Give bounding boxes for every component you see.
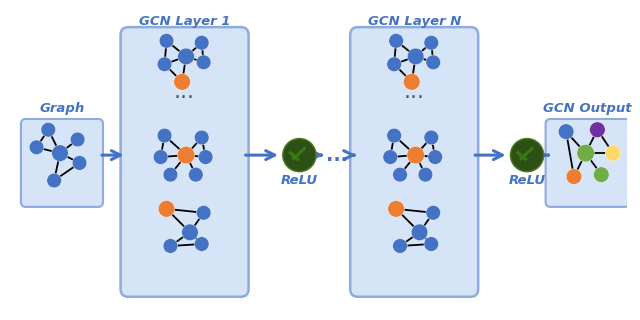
Circle shape [159, 34, 174, 48]
Circle shape [511, 139, 543, 172]
Text: GCN Layer 1: GCN Layer 1 [139, 15, 230, 28]
Circle shape [388, 201, 404, 217]
Text: ReLU: ReLU [508, 174, 546, 187]
Circle shape [383, 150, 397, 164]
Circle shape [426, 205, 440, 220]
Circle shape [189, 167, 203, 182]
Circle shape [558, 124, 574, 140]
Circle shape [387, 128, 401, 143]
Circle shape [154, 150, 168, 164]
Circle shape [196, 205, 211, 220]
Circle shape [195, 130, 209, 145]
Circle shape [157, 57, 172, 72]
Circle shape [47, 173, 61, 188]
Circle shape [70, 132, 85, 147]
Circle shape [163, 239, 178, 253]
Circle shape [407, 48, 424, 65]
Text: GCN Output: GCN Output [543, 102, 632, 115]
Circle shape [424, 36, 438, 50]
Circle shape [407, 146, 424, 164]
Circle shape [577, 144, 595, 162]
FancyBboxPatch shape [21, 119, 103, 207]
Circle shape [157, 128, 172, 143]
Circle shape [589, 122, 605, 138]
Circle shape [195, 36, 209, 50]
Circle shape [424, 130, 438, 145]
Circle shape [41, 122, 56, 137]
Circle shape [387, 57, 401, 72]
Circle shape [177, 146, 195, 164]
FancyBboxPatch shape [350, 27, 478, 297]
Circle shape [403, 74, 420, 90]
Circle shape [393, 239, 407, 253]
Circle shape [593, 167, 609, 182]
Text: ...: ... [173, 82, 195, 102]
Circle shape [196, 55, 211, 70]
Circle shape [388, 34, 403, 48]
Circle shape [158, 201, 175, 217]
Text: Graph: Graph [39, 102, 84, 115]
Circle shape [566, 169, 582, 184]
Circle shape [29, 140, 44, 155]
Circle shape [428, 150, 442, 164]
Circle shape [426, 55, 440, 70]
Circle shape [72, 156, 87, 170]
Text: ReLU: ReLU [281, 174, 318, 187]
Circle shape [283, 139, 316, 172]
Circle shape [198, 150, 213, 164]
Circle shape [393, 167, 407, 182]
Circle shape [174, 74, 191, 90]
Text: ...: ... [403, 82, 424, 102]
Text: ...: ... [326, 146, 348, 164]
FancyBboxPatch shape [546, 119, 630, 207]
Circle shape [182, 224, 198, 241]
FancyBboxPatch shape [120, 27, 248, 297]
Circle shape [412, 224, 428, 241]
Text: GCN Layer N: GCN Layer N [367, 15, 461, 28]
Circle shape [424, 237, 438, 251]
Circle shape [605, 145, 621, 161]
Circle shape [178, 48, 195, 65]
Circle shape [52, 145, 68, 162]
Circle shape [163, 167, 178, 182]
Circle shape [195, 237, 209, 251]
Circle shape [418, 167, 433, 182]
